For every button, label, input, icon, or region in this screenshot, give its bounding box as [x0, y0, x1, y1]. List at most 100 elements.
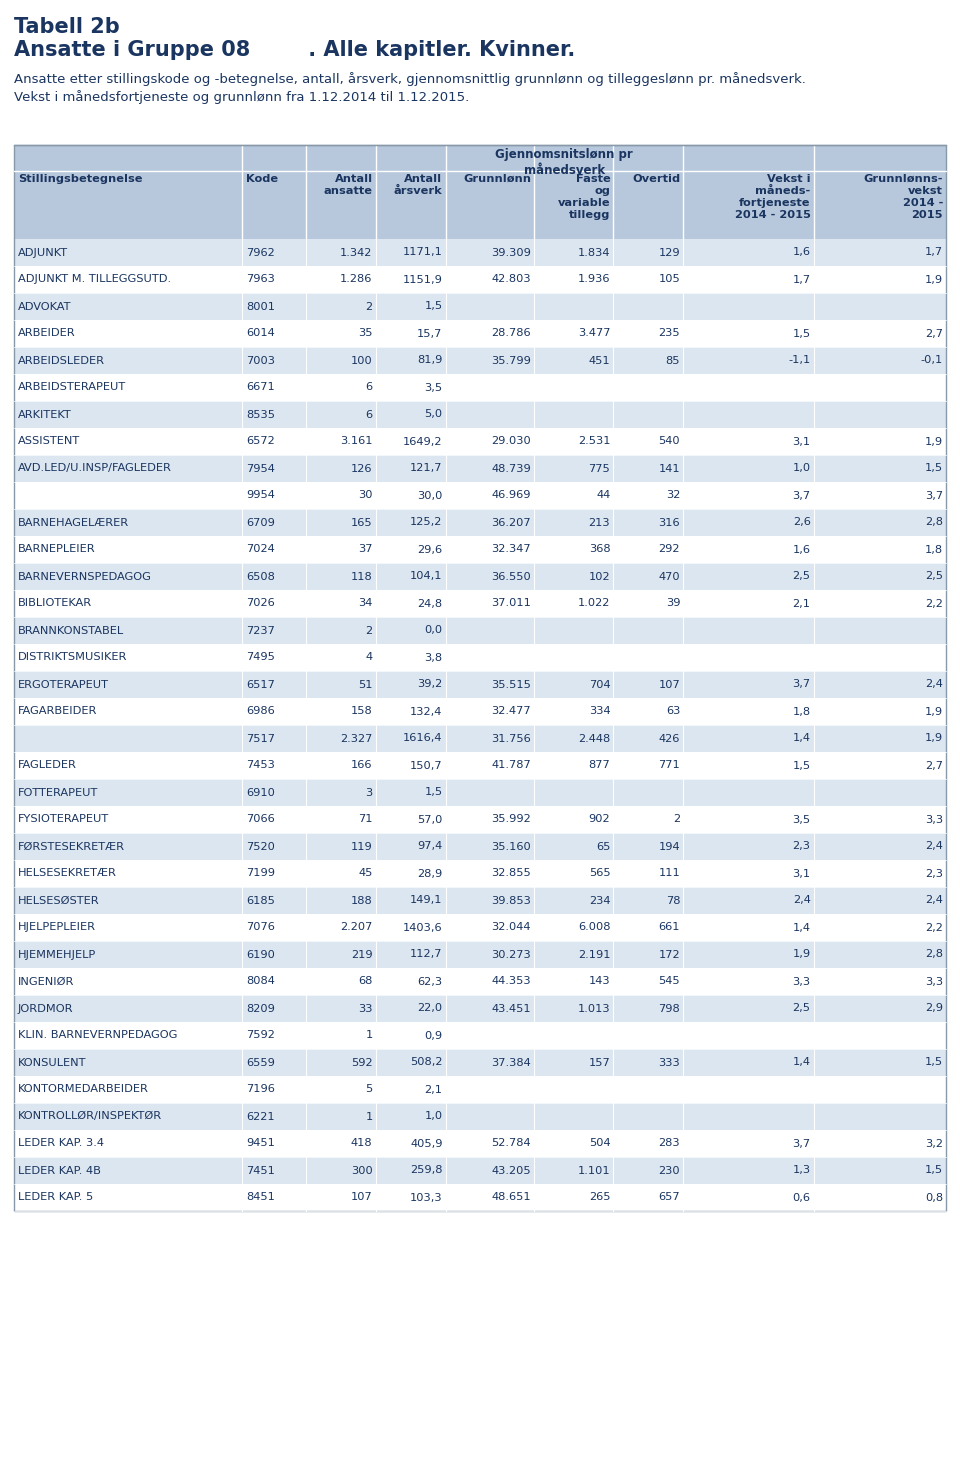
Text: 43.451: 43.451: [492, 1004, 531, 1014]
Text: 1: 1: [366, 1030, 372, 1041]
Text: 6559: 6559: [247, 1057, 276, 1067]
Text: 3,7: 3,7: [793, 1138, 810, 1148]
Bar: [14, 1183, 946, 1211]
Text: 63: 63: [666, 707, 681, 717]
Text: 28.786: 28.786: [492, 328, 531, 339]
Text: 234: 234: [588, 895, 611, 905]
Text: 39.853: 39.853: [492, 895, 531, 905]
Text: 7963: 7963: [247, 274, 276, 284]
Text: 1.022: 1.022: [578, 599, 611, 608]
Text: 6.008: 6.008: [578, 923, 611, 932]
Text: 51: 51: [358, 680, 372, 689]
Text: 2,8: 2,8: [925, 949, 943, 960]
Bar: [14, 726, 946, 752]
Text: LEDER KAP. 3.4: LEDER KAP. 3.4: [18, 1138, 104, 1148]
Text: ADJUNKT M. TILLEGGSUTD.: ADJUNKT M. TILLEGGSUTD.: [18, 274, 171, 284]
Text: 2.531: 2.531: [578, 437, 611, 446]
Text: 3,3: 3,3: [793, 976, 810, 986]
Text: 44: 44: [596, 490, 611, 500]
Text: ADJUNKT: ADJUNKT: [18, 247, 68, 258]
Text: 771: 771: [659, 761, 681, 770]
Text: LEDER KAP. 5: LEDER KAP. 5: [18, 1192, 93, 1203]
Text: Ansatte i Gruppe 08        . Alle kapitler. Kvinner.: Ansatte i Gruppe 08 . Alle kapitler. Kvi…: [14, 40, 575, 60]
Text: 150,7: 150,7: [410, 761, 443, 770]
Text: 2,2: 2,2: [925, 923, 943, 932]
Text: 8451: 8451: [247, 1192, 276, 1203]
Text: 6671: 6671: [247, 383, 276, 393]
Text: BARNEVERNSPEDAGOG: BARNEVERNSPEDAGOG: [18, 571, 152, 581]
Text: 7954: 7954: [247, 464, 276, 474]
Text: 7026: 7026: [247, 599, 276, 608]
Text: 6: 6: [366, 383, 372, 393]
Bar: [14, 455, 946, 481]
Text: 100: 100: [350, 356, 372, 365]
Text: KONTROLLØR/INSPEKTØR: KONTROLLØR/INSPEKTØR: [18, 1111, 162, 1122]
Bar: [14, 995, 946, 1022]
Text: 7003: 7003: [247, 356, 276, 365]
Text: 29,6: 29,6: [418, 545, 443, 555]
Text: 6014: 6014: [247, 328, 276, 339]
Text: 451: 451: [588, 356, 611, 365]
Text: 1.101: 1.101: [578, 1166, 611, 1176]
Text: 1,4: 1,4: [793, 733, 810, 743]
Text: 32: 32: [666, 490, 681, 500]
Text: 2,4: 2,4: [925, 842, 943, 851]
Text: BIBLIOTEKAR: BIBLIOTEKAR: [18, 599, 92, 608]
Bar: [14, 171, 946, 238]
Text: 7451: 7451: [247, 1166, 276, 1176]
Text: 45: 45: [358, 868, 372, 879]
Bar: [14, 807, 946, 833]
Text: 2: 2: [366, 302, 372, 312]
Text: 292: 292: [659, 545, 681, 555]
Text: 3,7: 3,7: [924, 490, 943, 500]
Text: BARNEHAGELÆRER: BARNEHAGELÆRER: [18, 518, 130, 527]
Text: 41.787: 41.787: [492, 761, 531, 770]
Text: 283: 283: [659, 1138, 681, 1148]
Text: 44.353: 44.353: [492, 976, 531, 986]
Text: 1,8: 1,8: [793, 707, 810, 717]
Text: 22,0: 22,0: [418, 1004, 443, 1014]
Text: 2,5: 2,5: [793, 1004, 810, 1014]
Bar: [14, 1022, 946, 1050]
Text: 7592: 7592: [247, 1030, 276, 1041]
Text: DISTRIKTSMUSIKER: DISTRIKTSMUSIKER: [18, 652, 128, 662]
Bar: [14, 752, 946, 779]
Text: 1.342: 1.342: [340, 247, 372, 258]
Text: FOTTERAPEUT: FOTTERAPEUT: [18, 788, 98, 798]
Bar: [14, 914, 946, 941]
Text: 1,9: 1,9: [793, 949, 810, 960]
Text: 565: 565: [588, 868, 611, 879]
Text: 39.309: 39.309: [492, 247, 531, 258]
Text: 2,9: 2,9: [925, 1004, 943, 1014]
Text: 57,0: 57,0: [418, 814, 443, 824]
Text: 30,0: 30,0: [418, 490, 443, 500]
Text: 35.799: 35.799: [492, 356, 531, 365]
Text: BARNEPLEIER: BARNEPLEIER: [18, 545, 96, 555]
Bar: [14, 698, 946, 726]
Text: 2,5: 2,5: [793, 571, 810, 581]
Text: -1,1: -1,1: [788, 356, 810, 365]
Text: 46.969: 46.969: [492, 490, 531, 500]
Text: 6185: 6185: [247, 895, 276, 905]
Text: 35.160: 35.160: [492, 842, 531, 851]
Bar: [14, 146, 946, 171]
Text: 29.030: 29.030: [492, 437, 531, 446]
Text: 35.515: 35.515: [492, 680, 531, 689]
Bar: [14, 347, 946, 374]
Text: 504: 504: [588, 1138, 611, 1148]
Bar: [14, 1050, 946, 1076]
Text: 7237: 7237: [247, 626, 276, 636]
Text: 333: 333: [659, 1057, 681, 1067]
Text: -0,1: -0,1: [921, 356, 943, 365]
Text: 118: 118: [350, 571, 372, 581]
Text: 6910: 6910: [247, 788, 276, 798]
Bar: [14, 400, 946, 428]
Text: 1151,9: 1151,9: [402, 274, 443, 284]
Text: 48.739: 48.739: [492, 464, 531, 474]
Text: 78: 78: [665, 895, 681, 905]
Text: 3,3: 3,3: [924, 976, 943, 986]
Text: 316: 316: [659, 518, 681, 527]
Text: 470: 470: [659, 571, 681, 581]
Text: 3,5: 3,5: [793, 814, 810, 824]
Bar: [14, 645, 946, 671]
